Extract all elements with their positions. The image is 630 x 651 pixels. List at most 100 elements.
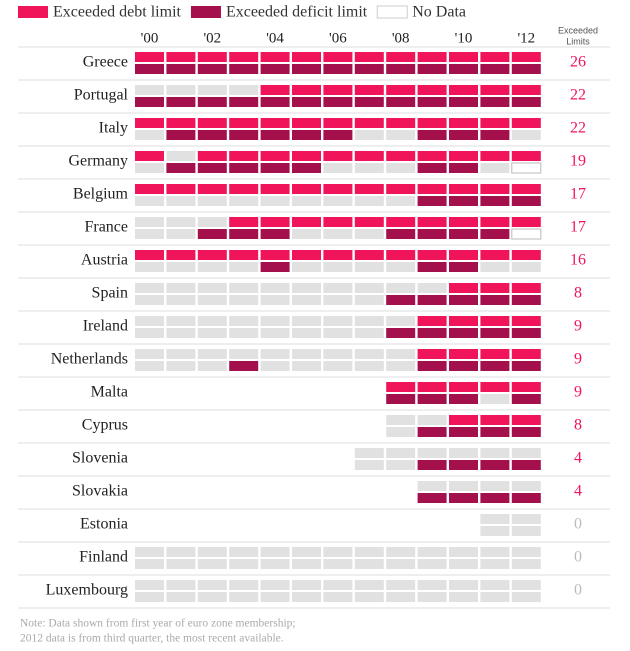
cell	[511, 547, 541, 557]
cell	[511, 382, 541, 392]
cell	[135, 592, 164, 602]
cell	[260, 118, 290, 128]
count: 0	[574, 516, 582, 533]
cell	[292, 295, 321, 305]
cell	[449, 217, 478, 227]
x-tick-label: '12	[517, 30, 535, 46]
count: 17	[570, 219, 586, 236]
cell	[386, 382, 416, 392]
cell	[449, 580, 478, 590]
cell	[260, 349, 290, 359]
cell	[480, 262, 510, 272]
cell	[386, 196, 416, 206]
cell	[229, 547, 259, 557]
cell	[323, 130, 353, 140]
cell	[135, 130, 164, 140]
cell	[197, 592, 227, 602]
cell	[197, 97, 227, 107]
cell	[449, 382, 478, 392]
cell	[511, 118, 541, 128]
cell	[166, 592, 196, 602]
cell	[386, 427, 416, 437]
cell	[197, 283, 227, 293]
cell	[166, 97, 196, 107]
cell	[354, 250, 384, 260]
cell	[323, 262, 353, 272]
legend-label: Exceeded deficit limit	[226, 4, 368, 21]
count: 17	[570, 186, 586, 203]
cell	[386, 52, 416, 62]
cell	[292, 217, 321, 227]
row-label: Finland	[79, 549, 128, 566]
cell	[417, 328, 447, 338]
row-label: Cyprus	[82, 417, 128, 434]
cell	[511, 415, 541, 425]
cell	[323, 328, 353, 338]
cell	[511, 394, 541, 404]
cell	[449, 262, 478, 272]
cell	[260, 97, 290, 107]
row-label: Malta	[91, 384, 128, 401]
cell	[417, 361, 447, 371]
row-label: Austria	[81, 252, 128, 269]
cell	[480, 592, 510, 602]
cell	[260, 592, 290, 602]
cell	[354, 295, 384, 305]
cell	[135, 85, 164, 95]
cell	[166, 283, 196, 293]
cell	[449, 184, 478, 194]
cell	[323, 592, 353, 602]
cell	[417, 448, 447, 458]
cell	[260, 295, 290, 305]
cell	[229, 163, 259, 173]
x-tick-label: '04	[266, 30, 284, 46]
cell	[449, 361, 478, 371]
cell	[386, 97, 416, 107]
row-label: Ireland	[83, 318, 128, 335]
cell	[511, 493, 541, 503]
cell	[292, 283, 321, 293]
cell	[511, 361, 541, 371]
row-label: Spain	[92, 285, 128, 302]
cell	[166, 262, 196, 272]
cell	[135, 196, 164, 206]
cell	[354, 196, 384, 206]
cell	[480, 97, 510, 107]
cell	[260, 184, 290, 194]
cell	[511, 559, 541, 569]
cell	[480, 52, 510, 62]
cell	[417, 547, 447, 557]
cell	[386, 415, 416, 425]
cell	[354, 229, 384, 239]
cell	[511, 283, 541, 293]
cell	[386, 592, 416, 602]
cell	[323, 217, 353, 227]
legend-label: No Data	[412, 4, 466, 21]
cell	[511, 481, 541, 491]
cell	[292, 163, 321, 173]
cell	[480, 130, 510, 140]
cell	[135, 151, 164, 161]
cell	[197, 229, 227, 239]
row-label: Luxembourg	[46, 582, 128, 599]
row-label: France	[84, 219, 128, 236]
cell	[511, 64, 541, 74]
cell	[480, 250, 510, 260]
cell	[417, 349, 447, 359]
cell	[386, 394, 416, 404]
cell	[166, 64, 196, 74]
cell	[511, 250, 541, 260]
cell	[135, 229, 164, 239]
row-label: Portugal	[74, 87, 129, 104]
cell	[480, 283, 510, 293]
cell	[386, 328, 416, 338]
cell	[229, 349, 259, 359]
cell	[135, 316, 164, 326]
cell	[511, 228, 542, 240]
cell	[260, 580, 290, 590]
cell	[417, 229, 447, 239]
cell	[449, 460, 478, 470]
cell	[386, 217, 416, 227]
cell	[417, 295, 447, 305]
cell	[260, 262, 290, 272]
